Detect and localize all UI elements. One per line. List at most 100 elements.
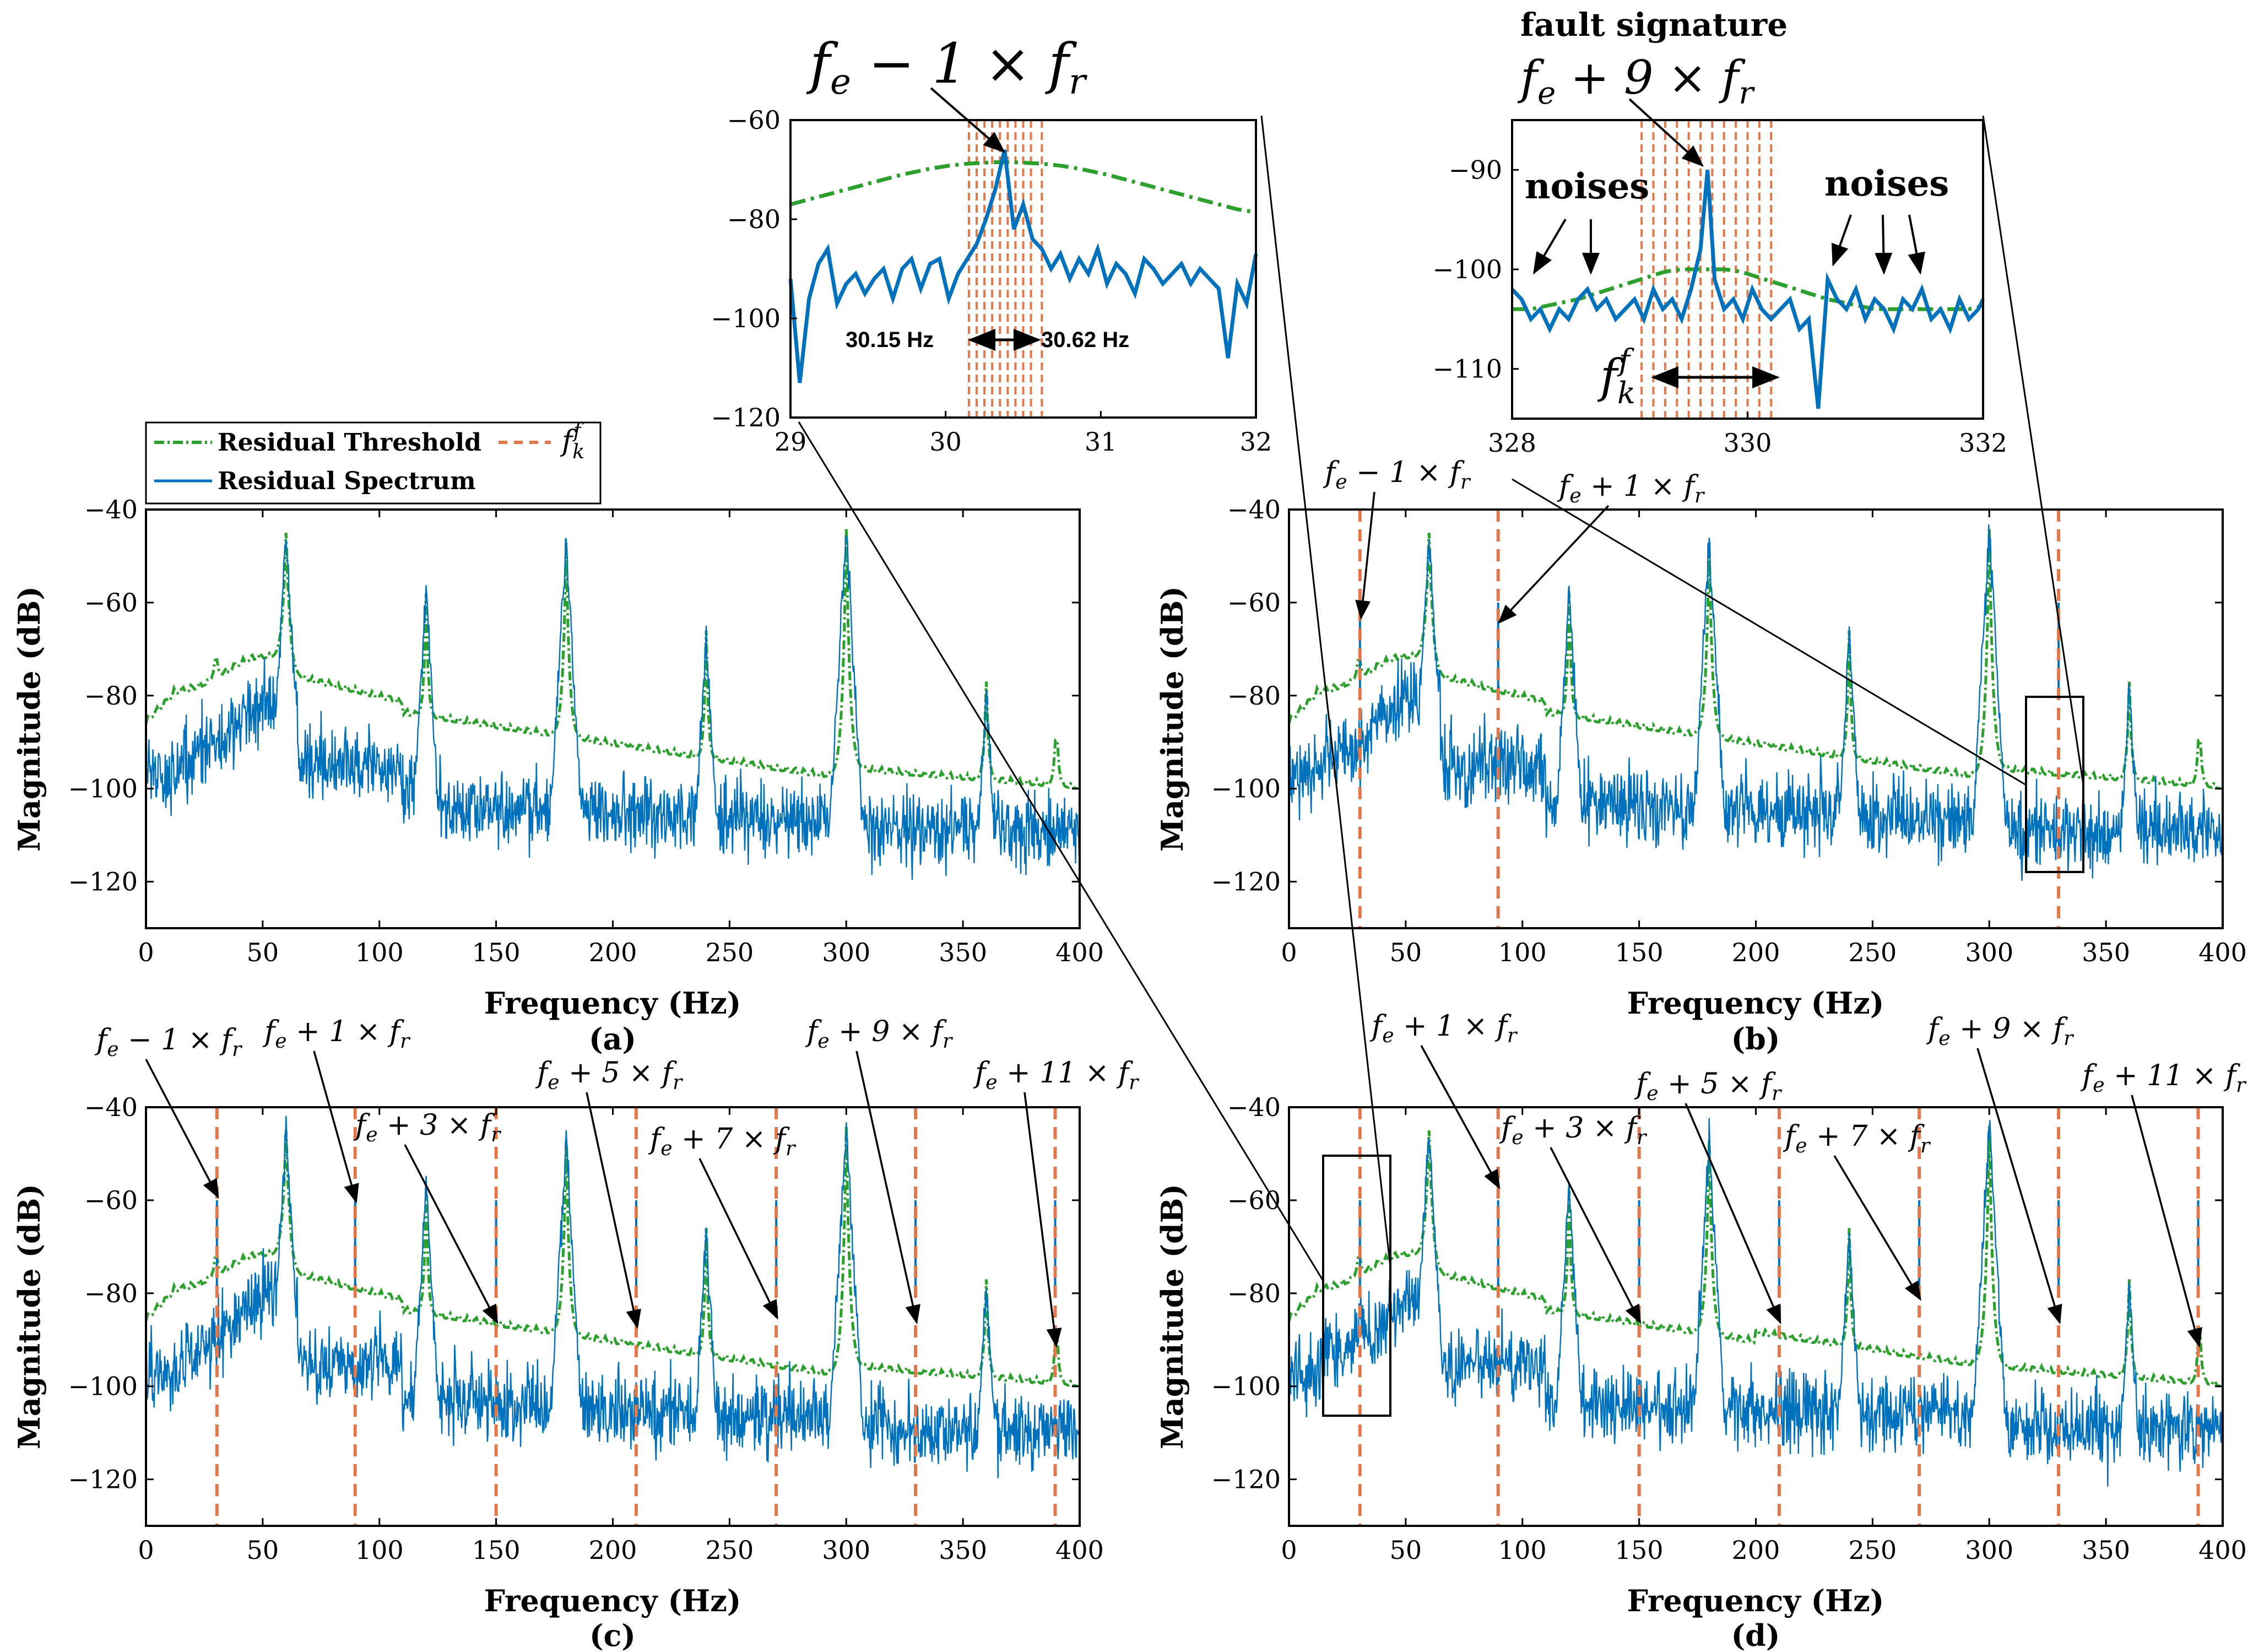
panel-d-annotation-0-op: + 1 × [1394,1010,1497,1043]
panel-b-annotation-0: fe − 1 × fr [1323,456,1471,494]
panel-b-annotation-1-sub: e [1569,485,1581,507]
panel-c-xticks: 0 50 100 150 200 250 300 350 400 [138,1107,1104,1565]
panel-d-annotation-3-sub: e [1795,1135,1807,1157]
panel-b-xtick-label-4: 200 [1732,938,1780,967]
panel-b-xtick-label-0: 0 [1281,938,1297,967]
inset-right-noise-arrow-3 [1831,214,1852,267]
panel-a-xtick-label-4: 200 [589,938,637,967]
panel-d-annotation-0: fe + 1 × fr [1369,1010,1518,1047]
panel-c-annotation-3-sub: e [548,1071,559,1094]
panel-d-annotation-5-sub: e [2093,1074,2104,1097]
inset-left-spectrum [788,149,1258,383]
insetL-ytick-label-0: −60 [727,105,781,135]
panel-c-annotation-4-sub2: r [786,1138,796,1160]
panel-c-label: (c) [589,1618,636,1652]
panel-a-yticks: −40 −60 −80 −100 −120 [68,495,1080,897]
panel-d-ytick-label-1: −60 [1227,1185,1281,1215]
insetL-ytick-label-1: −80 [727,204,781,234]
panel-c-annotation-5: fe + 9 × fr [805,1015,953,1053]
panel-a-plot-bg [146,510,1080,928]
panel-d-ytick-label-4: −120 [1211,1465,1281,1494]
panel-a-xtick-label-8: 400 [1055,938,1104,967]
panel-d-threshold-line [1287,1125,2221,1388]
legend-fault-sub: k [572,441,584,463]
insetL-ytick-label-2: −100 [711,304,781,333]
panel-b-xtick-label-3: 150 [1615,938,1664,967]
panel-a-xticks: 0 50 100 150 200 250 300 350 400 [138,510,1104,967]
inset-left-xticks: 29 30 31 32 [774,411,1272,457]
inset-left-fault-layer [967,120,1043,418]
inset-left-threshold [790,160,1256,214]
panel-b-xtick-label-8: 400 [2198,938,2247,967]
panel-c-annotation-1: fe + 1 × fr [262,1015,410,1053]
inset-right-title-op: + 9 × [1556,51,1721,105]
panel-d-annotation-1: fe + 3 × fr [1499,1112,1647,1149]
panel-d-xtick-label-2: 100 [1498,1535,1547,1565]
panel-d-xtick-label-0: 0 [1281,1535,1297,1565]
panel-b-xtick-label-1: 50 [1390,938,1422,967]
panel-d-annotation-5-op: + 11 × [2105,1059,2225,1092]
panel-d-zoom-box [1322,1155,1391,1417]
panel-b-xticks: 0 50 100 150 200 250 300 350 400 [1281,510,2247,967]
panel-c-ytick-label-0: −40 [84,1092,138,1122]
inset-right-noise-arrow-1 [1532,218,1567,275]
panel-a-ytick-label-3: −100 [68,774,138,804]
panel-d-xticks: 0 50 100 150 200 250 300 350 400 [1281,1107,2247,1565]
panel-d-annotation-arrow-2 [1685,1103,1781,1325]
panel-d-annotation-2-op: + 5 × [1659,1068,1761,1101]
panel-c-xtick-label-8: 400 [1055,1535,1104,1565]
inset-right-range-sub: k [1617,376,1635,410]
panel-b-annotation-1-sub2: r [1694,485,1705,507]
panel-b-annotation-1-op: + 1 × [1581,470,1684,503]
panel-c-annotation-5-op: + 9 × [830,1015,932,1048]
panel-d-annotation-1-sub2: r [1637,1126,1647,1149]
inset-left-title-op: − 1 × [851,31,1048,96]
panel-c-xtick-label-7: 350 [939,1535,987,1565]
panel-c-annotation-6: fe + 11 × fr [973,1057,1139,1094]
legend-threshold-label: Residual Threshold [218,429,481,457]
panel-d-annotation-arrow-4 [1976,1048,2062,1325]
panel-d-ytick-label-2: −80 [1227,1279,1281,1308]
panel-d-annotation-1-op: + 3 × [1524,1112,1626,1145]
inset-left-range-left: 30.15 Hz [846,328,934,352]
insetR-xtick-label-2: 332 [1959,428,2007,458]
panel-d-annotation-arrow-0 [1420,1045,1501,1190]
panel-b-xtick-label-2: 100 [1498,938,1547,967]
panel-d-annotation-arrow-3 [1833,1155,1921,1301]
panel-b-xtick-label-7: 350 [2082,938,2130,967]
panel-c-plot-bg [146,1107,1080,1526]
panel-c-annotation-4: fe + 7 × fr [648,1123,796,1160]
panel-c-annotation-0-sub2: r [232,1038,242,1061]
panel-d-ytick-label-3: −100 [1211,1372,1281,1401]
panel-b-ytick-label-2: −80 [1227,681,1281,711]
panel-b-ytick-label-1: −60 [1227,588,1281,618]
panel-c-annotation-arrow-2 [404,1144,499,1324]
inset-left-axes-box [789,119,1257,419]
panel-c-annotation-6-sub2: r [1129,1071,1139,1094]
panel-b-label: (b) [1731,1021,1780,1057]
inset-right-noise-label-left: noises [1525,166,1649,207]
inset-right-title: fe + 9 × fr [1517,51,1755,111]
panel-d-ylabel: Magnitude (dB) [1155,1184,1190,1449]
panel-b-ytick-label-3: −100 [1211,774,1281,804]
panel-d-plot-bg [1289,1107,2223,1526]
panel-d-threshold-layer [1287,1125,2221,1388]
panel-c-annotation-arrow-4 [698,1158,778,1320]
panel-d-xtick-label-5: 250 [1848,1535,1897,1565]
inset-left: 29 30 31 32 −60 −80 −100 −120 fe − 1 × fr 30.1… [711,31,1272,457]
panel-c-annotation-0-op: − 1 × [119,1023,221,1057]
panel-d-annotation-2-sub: e [1646,1082,1658,1105]
panel-c-annotation-2-sub2: r [491,1124,501,1146]
panel-d-annotation-5: fe + 11 × fr [2080,1059,2246,1097]
insetL-xtick-label-1: 30 [929,427,962,457]
panel-c-xtick-label-1: 50 [247,1535,279,1565]
inset-left-title-sub: e [830,62,851,102]
panel-a-xtick-label-3: 150 [472,938,521,967]
panel-d-xtick-label-6: 300 [1965,1535,2013,1565]
panel-d-annotation-2-sub2: r [1772,1082,1782,1105]
panel-b: 0 50 100 150 200 250 300 350 400 −40 −60 −80 −100 −1… [1155,456,2247,1057]
panel-d: 0 50 100 150 200 250 300 350 400 −40 −60 −80 −100 −1… [1155,1010,2247,1652]
panel-c-ytick-label-3: −100 [68,1372,138,1401]
panel-b-annotation-0-sub2: r [1460,471,1471,494]
insetR-ytick-label-1: −100 [1433,254,1502,284]
